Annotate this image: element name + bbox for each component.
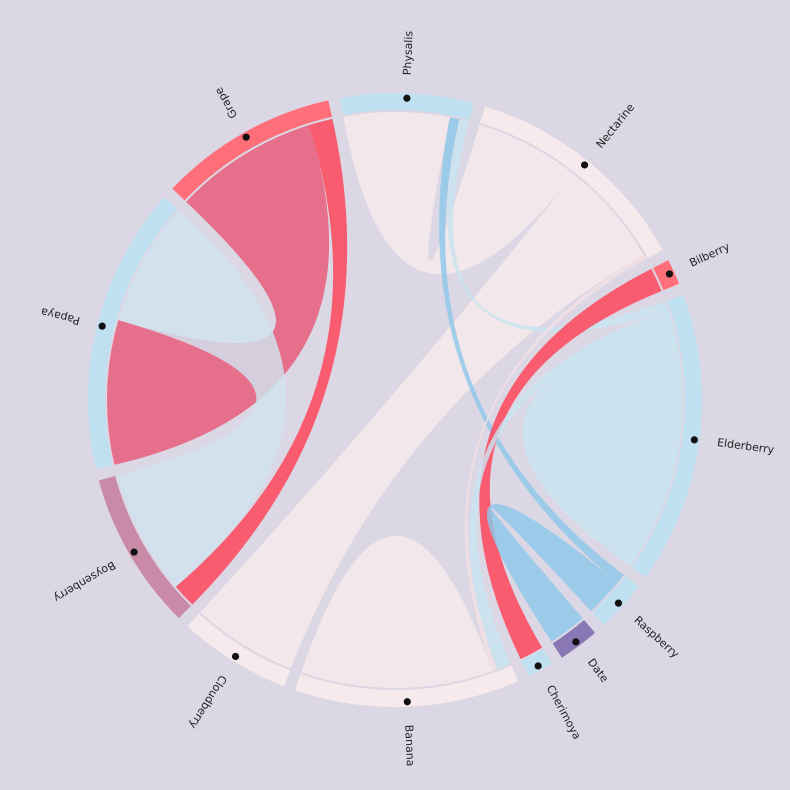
group-arc-physalis bbox=[339, 93, 474, 120]
group-label-banana: Banana bbox=[402, 724, 417, 766]
label-dot-banana bbox=[403, 698, 411, 706]
chord-ribbon-papaya-boysenberry bbox=[117, 209, 287, 587]
group-label-date: Date bbox=[585, 656, 611, 685]
group-arc-boysenberry bbox=[98, 476, 191, 619]
group-arc-grape bbox=[172, 100, 332, 201]
label-dot-nectarine bbox=[580, 161, 589, 169]
label-dot-cloudberry bbox=[231, 652, 240, 661]
label-dot-elderberry bbox=[690, 436, 698, 444]
label-dot-papaya bbox=[98, 322, 106, 330]
label-dot-bilberry bbox=[665, 270, 674, 278]
label-dot-raspberry bbox=[614, 599, 623, 607]
chord-ribbon-physalis-raspberry bbox=[439, 117, 624, 583]
chord-ribbon-nectarine-cloudberry bbox=[200, 174, 644, 669]
group-arc-papaya bbox=[87, 197, 178, 470]
chord-ribbon-physalis-elderberry bbox=[447, 119, 669, 333]
group-label-cloudberry: Cloudberry bbox=[186, 673, 229, 732]
chord-ribbon-banana-banana bbox=[301, 535, 493, 688]
chord-ribbon-elderberry-banana bbox=[469, 310, 673, 670]
chord-ribbon-nectarine-banana bbox=[465, 254, 647, 671]
group-arc-cloudberry bbox=[187, 613, 291, 687]
group-arc-nectarine bbox=[480, 106, 663, 259]
group-label-cherimoya: Cherimoya bbox=[544, 683, 584, 742]
group-label-nectarine: Nectarine bbox=[594, 101, 638, 151]
group-label-boysenberry: Boysenberry bbox=[51, 558, 118, 604]
chord-ribbon-elderberry-elderberry bbox=[522, 324, 683, 567]
group-label-elderberry: Elderberry bbox=[716, 436, 775, 457]
chord-ribbon-grape-boysenberry bbox=[175, 118, 348, 605]
label-dot-grape bbox=[242, 133, 250, 141]
group-arcs bbox=[87, 93, 703, 707]
label-dot-boysenberry bbox=[130, 548, 138, 556]
label-dot-date bbox=[572, 638, 580, 646]
group-arc-date bbox=[552, 619, 596, 658]
chord-ribbons bbox=[106, 112, 683, 688]
chord-ribbon-date-raspberry bbox=[486, 504, 618, 642]
group-label-grape: Grape bbox=[212, 85, 240, 121]
group-label-physalis: Physalis bbox=[401, 30, 416, 75]
label-dot-cherimoya bbox=[534, 662, 542, 670]
chord-ribbon-physalis-nectarine bbox=[343, 112, 574, 275]
group-label-bilberry: Bilberry bbox=[687, 240, 732, 270]
group-label-papaya: Papaya bbox=[40, 305, 82, 327]
group-arc-raspberry bbox=[592, 576, 639, 625]
group-label-raspberry: Raspberry bbox=[631, 613, 682, 661]
label-dot-physalis bbox=[403, 94, 411, 102]
group-arc-elderberry bbox=[631, 294, 703, 578]
label-dots bbox=[98, 94, 698, 706]
group-arc-banana bbox=[295, 665, 519, 707]
